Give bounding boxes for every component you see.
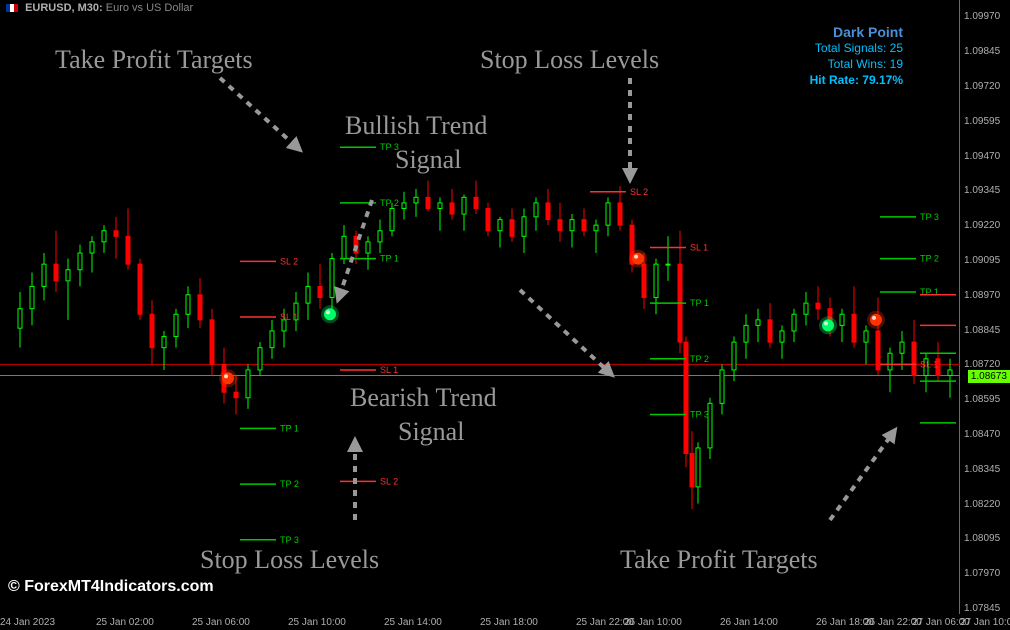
time-tick: 25 Jan 14:00 (384, 617, 442, 628)
price-tick: 1.09470 (964, 151, 1000, 162)
price-tick: 1.08970 (964, 290, 1000, 301)
svg-text:TP 2: TP 2 (280, 479, 299, 489)
price-tick: 1.07970 (964, 568, 1000, 579)
svg-text:TP 1: TP 1 (380, 254, 399, 264)
price-tick: 1.07845 (964, 603, 1000, 614)
time-tick: 26 Jan 10:00 (624, 617, 682, 628)
price-tick: 1.09345 (964, 185, 1000, 196)
price-tick: 1.09220 (964, 220, 1000, 231)
svg-text:Take Profit Targets: Take Profit Targets (55, 45, 253, 74)
price-tick: 1.08470 (964, 429, 1000, 440)
svg-text:SL 1: SL 1 (920, 359, 938, 369)
svg-text:TP 1: TP 1 (280, 423, 299, 433)
price-tick: 1.09095 (964, 255, 1000, 266)
price-tick: 1.09595 (964, 116, 1000, 127)
price-axis: 1.09970 1.09845 1.09720 1.09595 1.09470 1.093… (960, 0, 1010, 614)
price-tick: 1.09845 (964, 46, 1000, 57)
price-tick: 1.08220 (964, 499, 1000, 510)
price-tick: 1.08595 (964, 394, 1000, 405)
time-tick: 27 Jan 10:00 (960, 617, 1010, 628)
svg-text:TP 2: TP 2 (920, 254, 939, 264)
svg-text:TP 2: TP 2 (690, 354, 709, 364)
chart-area[interactable]: EURUSD, M30: Euro vs US Dollar Dark Poin… (0, 0, 960, 614)
svg-text:TP 3: TP 3 (280, 535, 299, 545)
svg-text:TP 1: TP 1 (690, 298, 709, 308)
svg-text:Signal: Signal (395, 145, 461, 174)
svg-text:Bearish Trend: Bearish Trend (350, 383, 497, 412)
price-tick: 1.08095 (964, 533, 1000, 544)
time-tick: 25 Jan 02:00 (96, 617, 154, 628)
svg-text:SL 1: SL 1 (280, 312, 298, 322)
price-tick: 1.09720 (964, 81, 1000, 92)
time-tick: 25 Jan 18:00 (480, 617, 538, 628)
svg-text:Stop Loss Levels: Stop Loss Levels (480, 45, 659, 74)
svg-text:Stop Loss Levels: Stop Loss Levels (200, 545, 379, 574)
time-tick: 26 Jan 14:00 (720, 617, 778, 628)
time-axis: 24 Jan 2023 25 Jan 02:00 25 Jan 06:00 25 Ja… (0, 614, 960, 630)
time-tick: 25 Jan 10:00 (288, 617, 346, 628)
svg-text:TP 3: TP 3 (920, 212, 939, 222)
svg-text:Take Profit Targets: Take Profit Targets (620, 545, 818, 574)
price-tick: 1.08720 (964, 359, 1000, 370)
current-price-marker: 1.08673 (968, 370, 1010, 383)
svg-text:SL 2: SL 2 (630, 187, 648, 197)
svg-text:Bullish Trend: Bullish Trend (345, 111, 487, 140)
price-tick: 1.08845 (964, 325, 1000, 336)
copyright: © ForexMT4Indicators.com (8, 578, 214, 596)
svg-text:TP 2: TP 2 (380, 198, 399, 208)
svg-text:SL 1: SL 1 (380, 365, 398, 375)
price-tick: 1.09970 (964, 11, 1000, 22)
svg-text:Signal: Signal (398, 417, 464, 446)
svg-text:SL 1: SL 1 (690, 242, 708, 252)
price-tick: 1.08345 (964, 464, 1000, 475)
svg-text:SL 2: SL 2 (380, 476, 398, 486)
svg-text:SL 2: SL 2 (280, 256, 298, 266)
svg-text:TP 3: TP 3 (690, 409, 709, 419)
time-tick: 25 Jan 06:00 (192, 617, 250, 628)
chart-svg: SL 2 SL 1 TP 1 TP 2 TP 3 TP 1 TP 2 TP 3 SL 1 SL 2… (0, 0, 960, 614)
time-tick: 24 Jan 2023 (0, 617, 55, 628)
